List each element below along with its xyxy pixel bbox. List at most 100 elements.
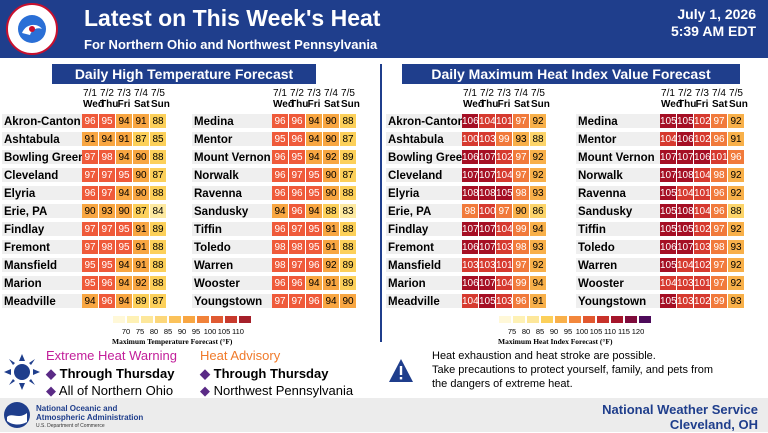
legend-swatch xyxy=(596,315,610,324)
day-date: 7/1 xyxy=(83,88,97,99)
forecast-value: 100 xyxy=(479,204,496,220)
day-name: Wed xyxy=(661,99,682,110)
forecast-value: 104 xyxy=(694,168,711,184)
high-temp-title: Daily High Temperature Forecast xyxy=(52,64,316,84)
city-name: Erie, PA xyxy=(386,204,462,220)
forecast-value: 91 xyxy=(728,132,745,148)
forecast-value: 104 xyxy=(677,186,694,202)
forecast-value: 90 xyxy=(133,150,150,166)
day-name: Fri xyxy=(117,99,131,110)
legend-tick: 100 xyxy=(575,327,589,336)
forecast-value: 91 xyxy=(133,114,150,130)
forecast-value: 106 xyxy=(660,240,677,256)
city-name: Youngstown xyxy=(192,294,272,310)
forecast-value: 106 xyxy=(462,240,479,256)
city-name: Sandusky xyxy=(192,204,272,220)
forecast-value: 92 xyxy=(728,186,745,202)
day-date: 7/4 xyxy=(134,88,148,99)
day-name: Sat xyxy=(514,99,530,110)
heat-index-title: Daily Maximum Heat Index Value Forecast xyxy=(402,64,740,84)
forecast-value: 92 xyxy=(530,258,547,274)
legend-swatch xyxy=(540,315,554,324)
forecast-value: 83 xyxy=(340,204,357,220)
day-date: 7/5 xyxy=(531,88,545,99)
day-header: 7/1 Wed xyxy=(463,88,484,110)
forecast-value: 96 xyxy=(711,186,728,202)
forecast-value: 94 xyxy=(306,114,323,130)
day-name: Sat xyxy=(324,99,340,110)
forecast-value: 90 xyxy=(133,168,150,184)
day-header: 7/5 Sun xyxy=(531,88,550,110)
forecast-value: 105 xyxy=(677,222,694,238)
forecast-value: 94 xyxy=(272,204,289,220)
warning-title: Extreme Heat Warning xyxy=(46,348,178,363)
day-header: 7/5 Sun xyxy=(729,88,748,110)
day-name: Sun xyxy=(531,99,550,110)
warning-area: ◆ All of Northern Ohio xyxy=(46,383,174,398)
day-date: 7/1 xyxy=(661,88,675,99)
forecast-value: 97 xyxy=(513,114,530,130)
forecast-value: 105 xyxy=(677,114,694,130)
forecast-value: 103 xyxy=(479,132,496,148)
day-header: 7/2 Thu xyxy=(480,88,498,110)
forecast-value: 95 xyxy=(306,240,323,256)
city-name: Medina xyxy=(192,114,272,130)
forecast-value: 87 xyxy=(340,168,357,184)
day-header: 7/2 Thu xyxy=(678,88,696,110)
day-header: 7/4 Sat xyxy=(134,88,150,110)
city-name: Toledo xyxy=(576,240,660,256)
legend-swatch xyxy=(210,315,224,324)
forecast-value: 97 xyxy=(99,168,116,184)
info-line-1: Heat exhaustion and heat stroke are poss… xyxy=(432,350,656,362)
forecast-value: 91 xyxy=(530,294,547,310)
legend-swatch xyxy=(140,315,154,324)
warning-until: ◆ Through Thursday xyxy=(46,366,175,381)
forecast-value: 97 xyxy=(711,276,728,292)
alerts-section: Extreme Heat Warning ◆ Through Thursday … xyxy=(0,342,380,398)
day-date: 7/2 xyxy=(480,88,494,99)
day-date: 7/5 xyxy=(151,88,165,99)
day-header: 7/4 Sat xyxy=(514,88,530,110)
forecast-value: 96 xyxy=(289,186,306,202)
forecast-value: 96 xyxy=(711,132,728,148)
forecast-value: 104 xyxy=(462,294,479,310)
forecast-value: 88 xyxy=(728,204,745,220)
forecast-value: 90 xyxy=(323,186,340,202)
forecast-value: 103 xyxy=(462,258,479,274)
forecast-value: 103 xyxy=(677,294,694,310)
day-date: 7/1 xyxy=(463,88,477,99)
forecast-value: 93 xyxy=(513,132,530,148)
legend-tick: 115 xyxy=(618,327,630,336)
nws-logo xyxy=(6,3,58,55)
legend-swatch xyxy=(638,315,652,324)
day-header: 7/5 Sun xyxy=(151,88,170,110)
city-name: Cleveland xyxy=(386,168,462,184)
forecast-value: 98 xyxy=(99,150,116,166)
forecast-value: 87 xyxy=(150,294,167,310)
forecast-value: 107 xyxy=(479,168,496,184)
legend-swatch xyxy=(238,315,252,324)
forecast-value: 108 xyxy=(677,168,694,184)
forecast-value: 97 xyxy=(272,294,289,310)
day-header: 7/5 Sun xyxy=(341,88,360,110)
forecast-value: 96 xyxy=(272,114,289,130)
legend-tick: 80 xyxy=(149,327,159,336)
forecast-value: 101 xyxy=(694,276,711,292)
forecast-value: 94 xyxy=(116,258,133,274)
forecast-value: 97 xyxy=(82,168,99,184)
legend-tick: 75 xyxy=(507,327,517,336)
advisory-until: ◆ Through Thursday xyxy=(200,366,329,381)
city-name: Bowling Green xyxy=(386,150,470,166)
day-date: 7/3 xyxy=(117,88,131,99)
forecast-value: 93 xyxy=(530,240,547,256)
forecast-value: 96 xyxy=(272,186,289,202)
forecast-value: 103 xyxy=(496,294,513,310)
forecast-value: 88 xyxy=(340,114,357,130)
forecast-value: 103 xyxy=(694,240,711,256)
advisory-title: Heat Advisory xyxy=(200,348,281,363)
forecast-value: 92 xyxy=(728,258,745,274)
forecast-value: 98 xyxy=(99,240,116,256)
legend-tick: 85 xyxy=(163,327,173,336)
forecast-value: 108 xyxy=(479,186,496,202)
city-name: Ravenna xyxy=(576,186,660,202)
